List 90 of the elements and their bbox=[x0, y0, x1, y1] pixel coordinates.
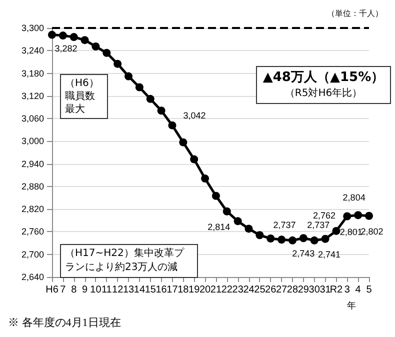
point bbox=[365, 212, 373, 220]
data-label: 3,282 bbox=[54, 43, 78, 54]
annotation: （R5対H6年比） bbox=[284, 87, 364, 101]
data-label: 2,804 bbox=[342, 192, 366, 203]
point bbox=[179, 138, 188, 146]
x-tick-label: 18 bbox=[178, 284, 190, 296]
data-label: 2,737 bbox=[307, 220, 330, 230]
point bbox=[157, 106, 166, 115]
point bbox=[244, 224, 253, 233]
point bbox=[212, 192, 220, 200]
data-label: 2,741 bbox=[318, 249, 341, 260]
y-tick-label: 3,180 bbox=[21, 68, 44, 78]
point bbox=[201, 174, 210, 183]
x-tick-label: 5 bbox=[366, 284, 372, 296]
x-tick-label: 15 bbox=[144, 284, 156, 296]
x-tick-label: 21 bbox=[210, 284, 222, 296]
point bbox=[124, 72, 133, 80]
point bbox=[70, 33, 78, 42]
y-tick-label: 3,240 bbox=[21, 46, 44, 56]
x-tick-label: 11 bbox=[101, 284, 112, 296]
point bbox=[278, 236, 286, 244]
x-tick-label: 9 bbox=[82, 284, 88, 296]
point bbox=[168, 121, 176, 130]
point bbox=[222, 207, 231, 216]
point bbox=[114, 60, 122, 68]
text: ※ 各年度の4月1日現在 bbox=[8, 316, 122, 330]
x-tick-label: 23 bbox=[232, 284, 244, 296]
y-tick-label: 2,880 bbox=[21, 181, 44, 192]
x-tick-label: 26 bbox=[265, 284, 277, 296]
point bbox=[321, 234, 330, 243]
point bbox=[135, 83, 144, 92]
x-tick-label: 12 bbox=[112, 284, 124, 296]
annotation: ▲48万人（▲15%） bbox=[262, 69, 386, 87]
data-label: 2,801 bbox=[340, 226, 362, 237]
x-tick-label: 14 bbox=[134, 284, 146, 296]
point bbox=[343, 212, 352, 220]
x-tick-label: 29 bbox=[298, 284, 310, 296]
point bbox=[288, 236, 296, 244]
y-tick-label: 2,940 bbox=[21, 158, 44, 169]
data-label: 2,743 bbox=[292, 248, 315, 259]
data-label: 2,802 bbox=[360, 226, 384, 236]
point bbox=[102, 48, 111, 57]
x-tick-label: 7 bbox=[60, 284, 66, 296]
y-tick-label: 3,120 bbox=[21, 90, 44, 101]
x-tick-label: 10 bbox=[90, 284, 102, 296]
x-tick-label: 13 bbox=[122, 284, 135, 296]
x-tick-label: 27 bbox=[276, 284, 288, 296]
x-tick-label: 8 bbox=[71, 284, 78, 296]
annotation: （H17~H22）集中改革プランにより約23万人の減 bbox=[60, 244, 198, 278]
y-tick-label: 3,300 bbox=[21, 23, 44, 33]
x-tick-label: 4 bbox=[355, 284, 362, 296]
point bbox=[310, 236, 318, 244]
point bbox=[299, 234, 308, 242]
point bbox=[234, 217, 242, 226]
x-tick-label: R2 bbox=[330, 284, 344, 296]
x-tick-label: 31 bbox=[320, 284, 332, 296]
x-tick-label: 24 bbox=[243, 284, 255, 296]
y-tick-label: 2,640 bbox=[21, 272, 44, 282]
y-tick-label: 2,700 bbox=[21, 249, 44, 260]
point bbox=[332, 226, 340, 235]
x-tick-label: 20 bbox=[199, 284, 212, 296]
x-axis-title: 年 bbox=[347, 300, 356, 310]
data-label: 2,814 bbox=[208, 222, 230, 232]
point bbox=[354, 211, 362, 220]
point bbox=[146, 94, 154, 103]
point bbox=[190, 155, 198, 164]
point bbox=[256, 231, 264, 240]
x-tick-label: 16 bbox=[156, 284, 168, 296]
x-tick-label: 22 bbox=[221, 284, 233, 296]
data-label: 2,762 bbox=[312, 210, 336, 220]
point bbox=[80, 36, 89, 44]
x-tick-label: 17 bbox=[166, 284, 178, 296]
point bbox=[48, 30, 56, 39]
x-tick-label: 3 bbox=[344, 284, 350, 296]
point bbox=[58, 32, 67, 40]
x-tick-label: 30 bbox=[308, 284, 320, 296]
x-tick-label: 19 bbox=[188, 284, 200, 296]
y-tick-label: 3,000 bbox=[21, 136, 44, 146]
text: （単位：千人） bbox=[327, 8, 383, 20]
y-tick-label: 3,060 bbox=[21, 114, 44, 124]
annotation: （H6）職員数最大 bbox=[60, 74, 108, 119]
data-label: 3,042 bbox=[183, 110, 206, 120]
x-tick-label: 25 bbox=[254, 284, 266, 296]
y-tick-label: 2,820 bbox=[21, 204, 44, 214]
point bbox=[92, 42, 100, 50]
x-tick-label: H6 bbox=[46, 284, 59, 296]
x-tick-label: 28 bbox=[286, 284, 298, 296]
y-tick-label: 2,760 bbox=[21, 226, 44, 237]
data-label: 2,737 bbox=[273, 220, 296, 230]
point bbox=[266, 234, 275, 243]
